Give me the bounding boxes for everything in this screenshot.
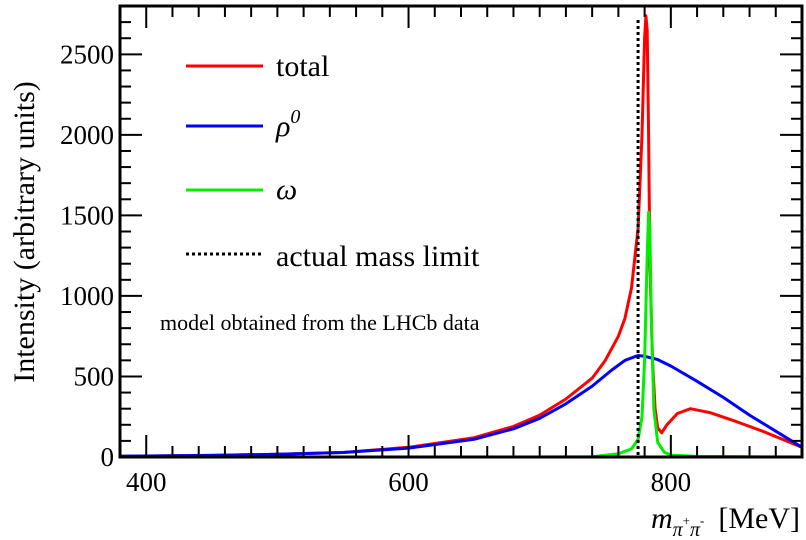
- legend-label-total: total: [276, 50, 329, 83]
- annotation-text: model obtained from the LHCb data: [160, 310, 480, 335]
- axis-ticks: [119, 5, 803, 458]
- series-line-0: [120, 14, 802, 457]
- y-axis-title: Intensity (arbitrary units): [8, 81, 41, 383]
- y-tick-label: 2000: [60, 120, 114, 150]
- x-axis-symbol: m: [651, 502, 673, 535]
- legend-label-mass-limit: actual mass limit: [276, 240, 480, 273]
- x-axis-sup1: +: [683, 513, 690, 528]
- y-tick-label: 1000: [60, 281, 114, 311]
- plot-curves: [120, 14, 802, 457]
- x-axis-sup2: -: [700, 513, 704, 528]
- y-tick-label: 1500: [60, 200, 114, 230]
- x-axis-title: mπ+π- [MeV]: [651, 502, 800, 540]
- x-axis-unit: [MeV]: [718, 502, 800, 535]
- x-axis-sub1: π: [673, 519, 684, 540]
- y-tick-label: 0: [101, 442, 115, 472]
- legend: total ρ0 ω actual mass limit: [186, 50, 480, 273]
- axis-tick-labels: 400 600 800 0 500 1000 1500 2000 2500: [60, 39, 691, 497]
- x-tick-label: 800: [651, 467, 692, 497]
- x-tick-label: 600: [388, 467, 429, 497]
- y-tick-label: 2500: [60, 39, 114, 69]
- series-line-1: [120, 354, 802, 457]
- x-axis-sub2: π: [690, 519, 701, 540]
- legend-label-omega: ω: [276, 173, 297, 206]
- y-tick-label: 500: [74, 361, 115, 391]
- x-tick-label: 400: [126, 467, 167, 497]
- legend-label-rho: ρ0: [275, 106, 300, 143]
- plot-frame: [118, 4, 804, 459]
